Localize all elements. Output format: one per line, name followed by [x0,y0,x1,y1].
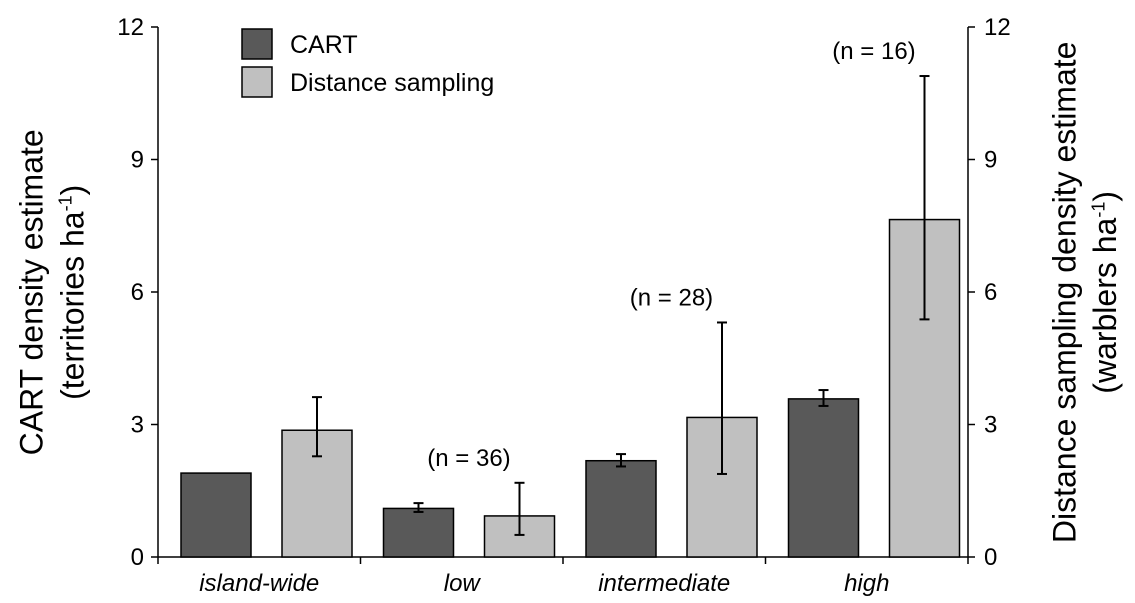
bar-cart-low [382,507,455,558]
category-label-low: low [444,570,482,597]
sample-size-annotation: (n = 28) [630,284,713,311]
y-tick-label-left: 0 [131,544,144,571]
bar-cart-island-wide [180,472,252,558]
bar-cart-high [787,398,860,558]
y-tick-label-left: 3 [131,412,144,439]
sample-size-annotation: (n = 36) [427,445,510,472]
y-tick-label-left: 6 [131,279,144,306]
legend-label-distance-sampling: Distance sampling [290,69,494,97]
y-axis-right-label-line2: (warblers ha-1) [1087,190,1124,394]
y-tick-label-left: 9 [131,147,144,174]
y-axis-left-label: CART density estimate (territories ha-1) [13,128,91,455]
category-label-high: high [844,570,889,597]
y-tick-label-right: 6 [984,279,997,306]
y-tick-label-left: 12 [117,14,144,41]
y-axis-left-label-line1: CART density estimate [13,128,50,455]
category-label-intermediate: intermediate [598,570,730,597]
y-axis-right-label-line1: Distance sampling density estimate [1046,41,1083,543]
y-tick-label-right: 9 [984,147,997,174]
category-label-island-wide: island-wide [199,570,319,597]
legend-swatch-cart [241,28,273,60]
y-tick-label-right: 12 [984,14,1011,41]
y-axis-left-label-line2: (territories ha-1) [54,184,91,400]
y-axis-right-label: Distance sampling density estimate (warb… [1046,41,1124,543]
legend-label-cart: CART [290,31,358,59]
sample-size-annotation: (n = 16) [832,38,915,65]
legend-swatch-distance-sampling [241,66,273,98]
y-tick-label-right: 3 [984,412,997,439]
bar-cart-intermediate [585,459,657,558]
y-tick-label-right: 0 [984,544,997,571]
